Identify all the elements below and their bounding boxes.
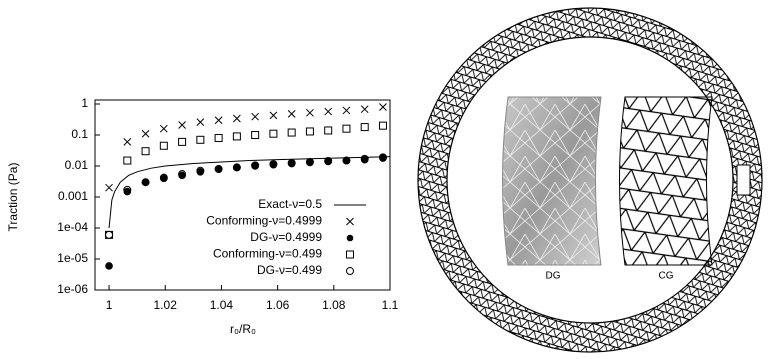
- point: [379, 104, 386, 111]
- y-tick-label: 1e-04: [57, 220, 88, 234]
- point: [361, 106, 368, 113]
- x-tick-label: 1.04: [210, 298, 234, 312]
- dg-inset-mesh: [503, 97, 602, 265]
- point: [361, 124, 368, 131]
- point: [233, 115, 240, 122]
- point: [379, 122, 386, 129]
- point: [160, 142, 167, 149]
- mesh-label: DG: [546, 271, 561, 282]
- mesh-label: CG: [659, 271, 674, 282]
- point: [270, 130, 277, 137]
- cg-inset: [620, 97, 713, 265]
- point: [124, 157, 131, 164]
- point: [142, 148, 149, 155]
- point: [160, 125, 167, 132]
- point: [106, 184, 113, 191]
- point: [197, 119, 204, 126]
- y-axis-label: Traction (Pa): [6, 163, 20, 232]
- x-axis-label: r₀/R₀: [230, 322, 256, 336]
- point: [288, 110, 295, 117]
- legend-label: DG-ν=0.4999: [250, 230, 322, 244]
- point: [270, 112, 277, 119]
- mesh-marker: [737, 165, 750, 195]
- point: [343, 107, 350, 114]
- figure: Traction (Pa) r₀/R₀ 1e-06 1e-05 1e-04 0.001…: [0, 0, 781, 354]
- legend-label: Conforming-ν=0.499: [213, 247, 322, 261]
- point: [179, 138, 186, 145]
- x-tick-label: 1: [106, 298, 113, 312]
- legend-label: Exact-ν=0.5: [258, 197, 322, 211]
- y-tick-label: 1e-06: [57, 282, 88, 296]
- y-tick-label: 1e-05: [57, 251, 88, 265]
- point: [252, 113, 259, 120]
- y-tick-label: 0.01: [65, 158, 89, 172]
- legend-marker: [347, 218, 354, 225]
- legend-label: Conforming-ν=0.4999: [206, 214, 322, 228]
- mesh-panel: DG CG: [418, 8, 762, 352]
- point: [306, 109, 313, 116]
- point: [124, 138, 131, 145]
- point: [252, 132, 259, 139]
- x-tick-label: 1.08: [322, 298, 346, 312]
- point: [343, 125, 350, 132]
- point: [288, 129, 295, 136]
- x-tick-label: 1.1: [382, 298, 399, 312]
- y-tick-label: 1: [81, 96, 88, 110]
- point: [215, 117, 222, 124]
- point: [325, 127, 332, 134]
- y-tick-label: 0.001: [58, 189, 88, 203]
- legend-marker: [347, 235, 354, 242]
- legend-marker: [347, 268, 354, 275]
- point: [106, 263, 113, 270]
- point: [215, 135, 222, 142]
- plot-frame: [95, 100, 390, 290]
- x-tick-label: 1.06: [266, 298, 290, 312]
- point: [142, 130, 149, 137]
- point: [197, 136, 204, 143]
- chart: Traction (Pa) r₀/R₀ 1e-06 1e-05 1e-04 0.001…: [6, 96, 398, 336]
- legend-label: DG-ν=0.499: [257, 263, 322, 277]
- point: [179, 122, 186, 129]
- point: [106, 231, 113, 238]
- y-tick-label: 0.1: [71, 127, 88, 141]
- point: [233, 133, 240, 140]
- point: [306, 128, 313, 135]
- legend-marker: [347, 251, 354, 258]
- point: [325, 108, 332, 115]
- x-tick-label: 1.02: [154, 298, 178, 312]
